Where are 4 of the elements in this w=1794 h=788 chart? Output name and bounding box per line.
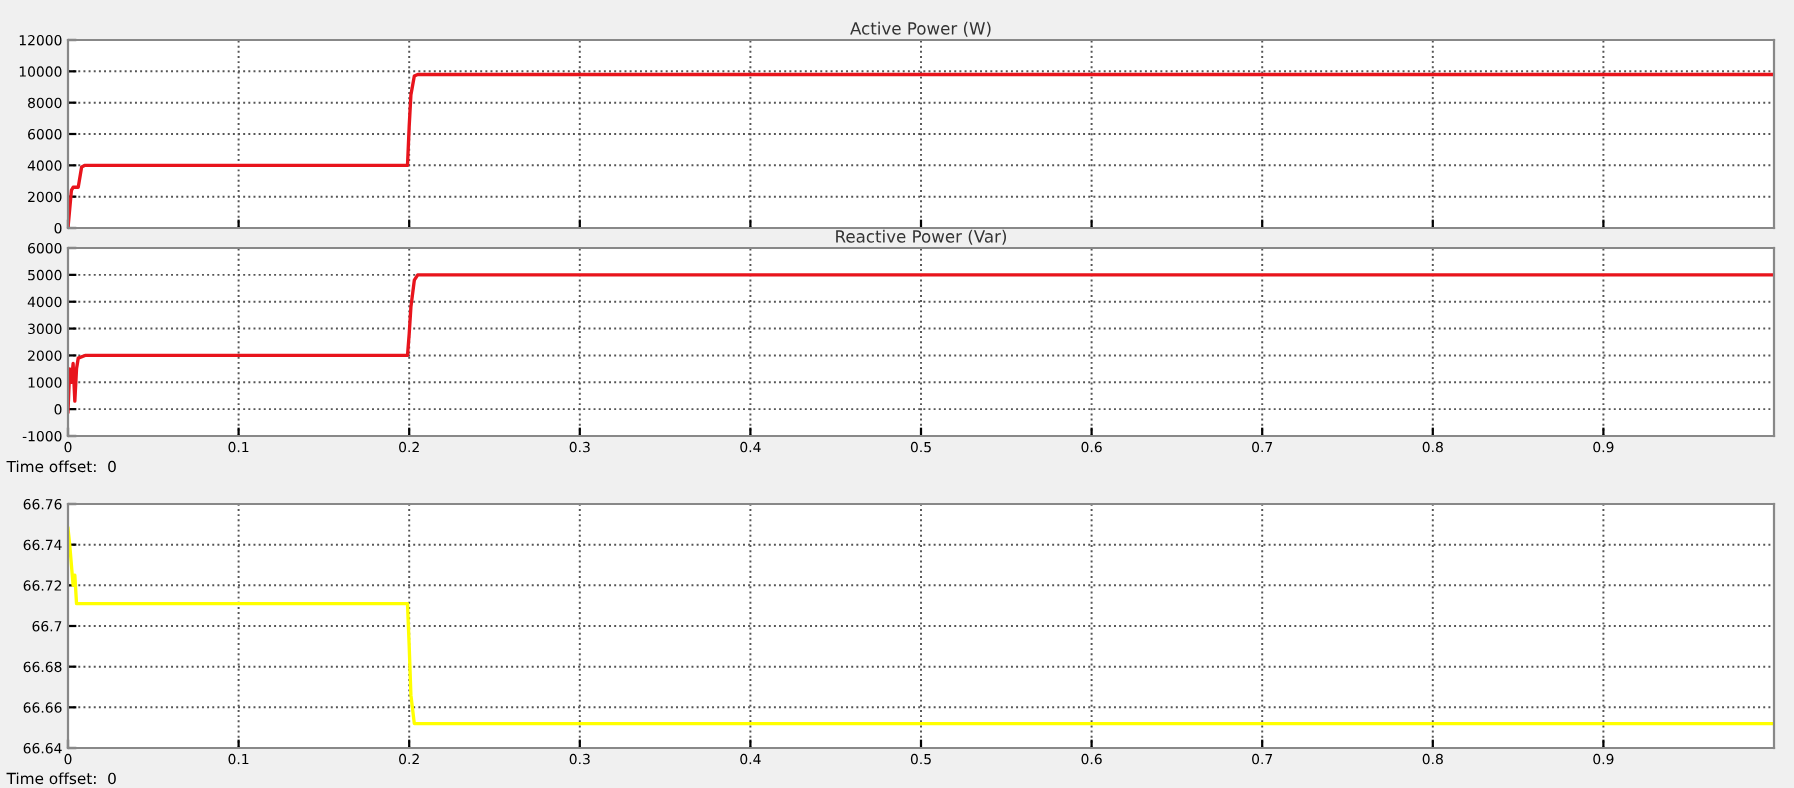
line-series (68, 273, 1774, 414)
chart-title: Active Power (W) (850, 21, 991, 37)
line-series (68, 526, 1774, 726)
chart-title: Reactive Power (Var) (836, 229, 1007, 245)
